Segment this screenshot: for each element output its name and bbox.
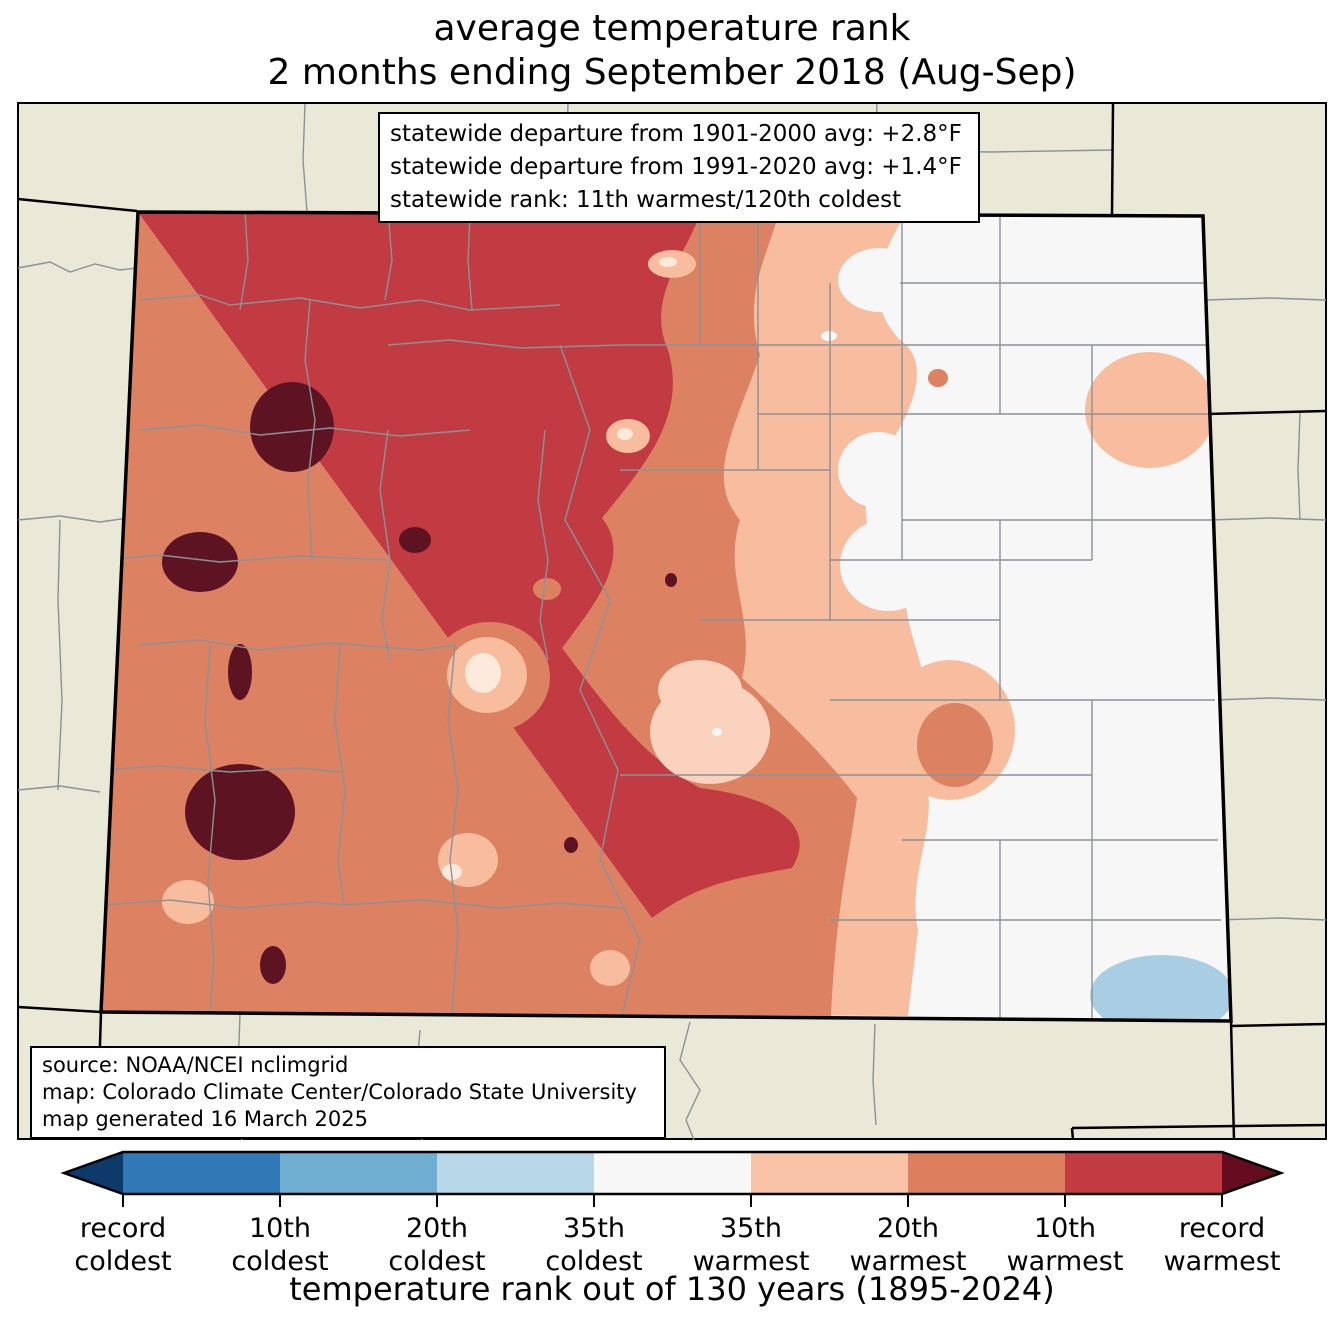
spot-core xyxy=(617,428,633,440)
white-fleck xyxy=(821,331,837,341)
coldest-35th-blob xyxy=(1090,955,1231,1021)
generated-date-line: map generated 16 March 2025 xyxy=(42,1107,369,1131)
spot-core xyxy=(659,257,677,267)
colorbar-segment xyxy=(437,1152,594,1194)
colorbar-tick-label-35th-warmest: 35th warmest xyxy=(692,1213,810,1277)
ring-peach xyxy=(590,950,630,986)
colorbar-segment xyxy=(594,1152,751,1194)
pale-blob-center xyxy=(658,660,742,720)
colorbar-tick-label-20th-coldest: 20th coldest xyxy=(388,1213,486,1277)
white-pocket xyxy=(838,248,922,312)
stats-line-departure-1991-2020: statewide departure from 1991-2020 avg: … xyxy=(390,154,962,180)
colorbar-tick-label-record-coldest: record coldest xyxy=(74,1213,172,1277)
page-title-line2: 2 months ending September 2018 (Aug-Sep) xyxy=(267,52,1077,93)
salmon-core-se xyxy=(917,703,993,787)
colorbar-segment xyxy=(123,1152,280,1194)
stats-line-rank: statewide rank: 11th warmest/120th colde… xyxy=(390,187,902,213)
colorbar-tick-label-10th-warmest: 10th warmest xyxy=(1006,1213,1124,1277)
neighbor-state-borders xyxy=(17,102,1327,1141)
rank-colorbar xyxy=(60,1150,1285,1207)
stats-line-departure-1901-2000: statewide departure from 1901-2000 avg: … xyxy=(390,121,962,147)
colorbar-segment xyxy=(280,1152,437,1194)
colorbar-segment xyxy=(1065,1152,1222,1194)
statewide-stats-box: statewide departure from 1901-2000 avg: … xyxy=(378,112,980,223)
colorbar-left-arrow xyxy=(64,1152,123,1194)
ring-core xyxy=(465,653,501,693)
colorado-county-lines xyxy=(101,212,1221,1018)
salmon-spot xyxy=(533,578,561,600)
colorbar-segment xyxy=(908,1152,1065,1194)
page-title-line1: average temperature rank xyxy=(433,8,911,49)
colorbar-tick-label-10th-coldest: 10th coldest xyxy=(231,1213,329,1277)
colorbar-ticks xyxy=(122,1194,1223,1207)
colorbar-right-arrow xyxy=(1222,1152,1281,1194)
map-credit-line: map: Colorado Climate Center/Colorado St… xyxy=(42,1080,637,1104)
colorado-rank-fill xyxy=(101,212,1231,1021)
source-line: source: NOAA/NCEI nclimgrid xyxy=(42,1053,349,1077)
white-pocket xyxy=(840,519,936,611)
white-fleck xyxy=(712,728,722,736)
source-attribution-box: source: NOAA/NCEI nclimgrid map: Colorad… xyxy=(30,1046,666,1139)
colorbar-tick-label-20th-warmest: 20th warmest xyxy=(849,1213,967,1277)
colorbar-segment xyxy=(751,1152,908,1194)
salmon-dot-ne xyxy=(928,369,948,387)
colorbar-tick-label-35th-coldest: 35th coldest xyxy=(545,1213,643,1277)
peach-patch-ne xyxy=(1085,352,1215,468)
colorbar-axis-label: temperature rank out of 130 years (1895-… xyxy=(289,1270,1055,1308)
colorbar-tick-label-record-warmest: record warmest xyxy=(1163,1213,1281,1277)
white-pocket xyxy=(838,432,918,508)
